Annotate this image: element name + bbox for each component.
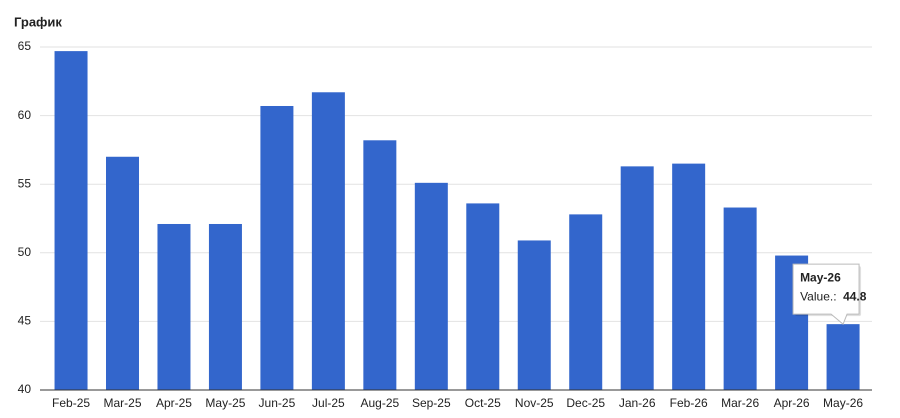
bar [517,240,551,390]
y-tick-label: 55 [18,176,32,190]
x-tick-label: Nov-25 [515,396,554,410]
chart-title: График [14,14,62,29]
bar [466,203,500,390]
y-tick-label: 50 [18,245,32,259]
bar [672,163,706,390]
x-tick-label: Mar-25 [103,396,141,410]
bar [54,51,88,391]
bar [106,156,140,390]
x-tick-label: Oct-25 [465,396,501,410]
tooltip-value: 44.8 [843,289,867,303]
tooltip-box [792,263,860,325]
x-tick-label: Feb-25 [52,396,90,410]
bar [414,182,448,390]
bar [260,105,294,390]
x-tick-label: Sep-25 [412,396,451,410]
y-tick-label: 45 [18,314,32,328]
bar [620,166,654,390]
tooltip: May-26 Value.: 44.8 [792,263,867,325]
y-tick-label: 60 [18,108,32,122]
bar [311,92,345,390]
x-tick-label: May-26 [823,396,863,410]
x-tick-label: Dec-25 [566,396,605,410]
x-tick-label: Aug-25 [360,396,399,410]
y-tick-label: 65 [18,39,32,53]
x-tick-label: May-25 [205,396,245,410]
bar [363,140,397,390]
bar [723,207,757,390]
bar [569,214,603,390]
x-tick-label: Jul-25 [312,396,345,410]
bar [157,223,191,390]
bar [208,223,242,390]
x-tick-label: Mar-26 [721,396,759,410]
x-tick-label: Feb-26 [670,396,708,410]
x-tick-label: Apr-26 [774,396,810,410]
x-tick-label: Apr-25 [156,396,192,410]
x-tick-label: Jan-26 [619,396,656,410]
tooltip-label: Value.: [800,289,836,303]
tooltip-title: May-26 [800,270,841,284]
x-tick-label: Jun-25 [259,396,296,410]
bar [826,324,860,390]
y-tick-label: 40 [18,382,32,396]
